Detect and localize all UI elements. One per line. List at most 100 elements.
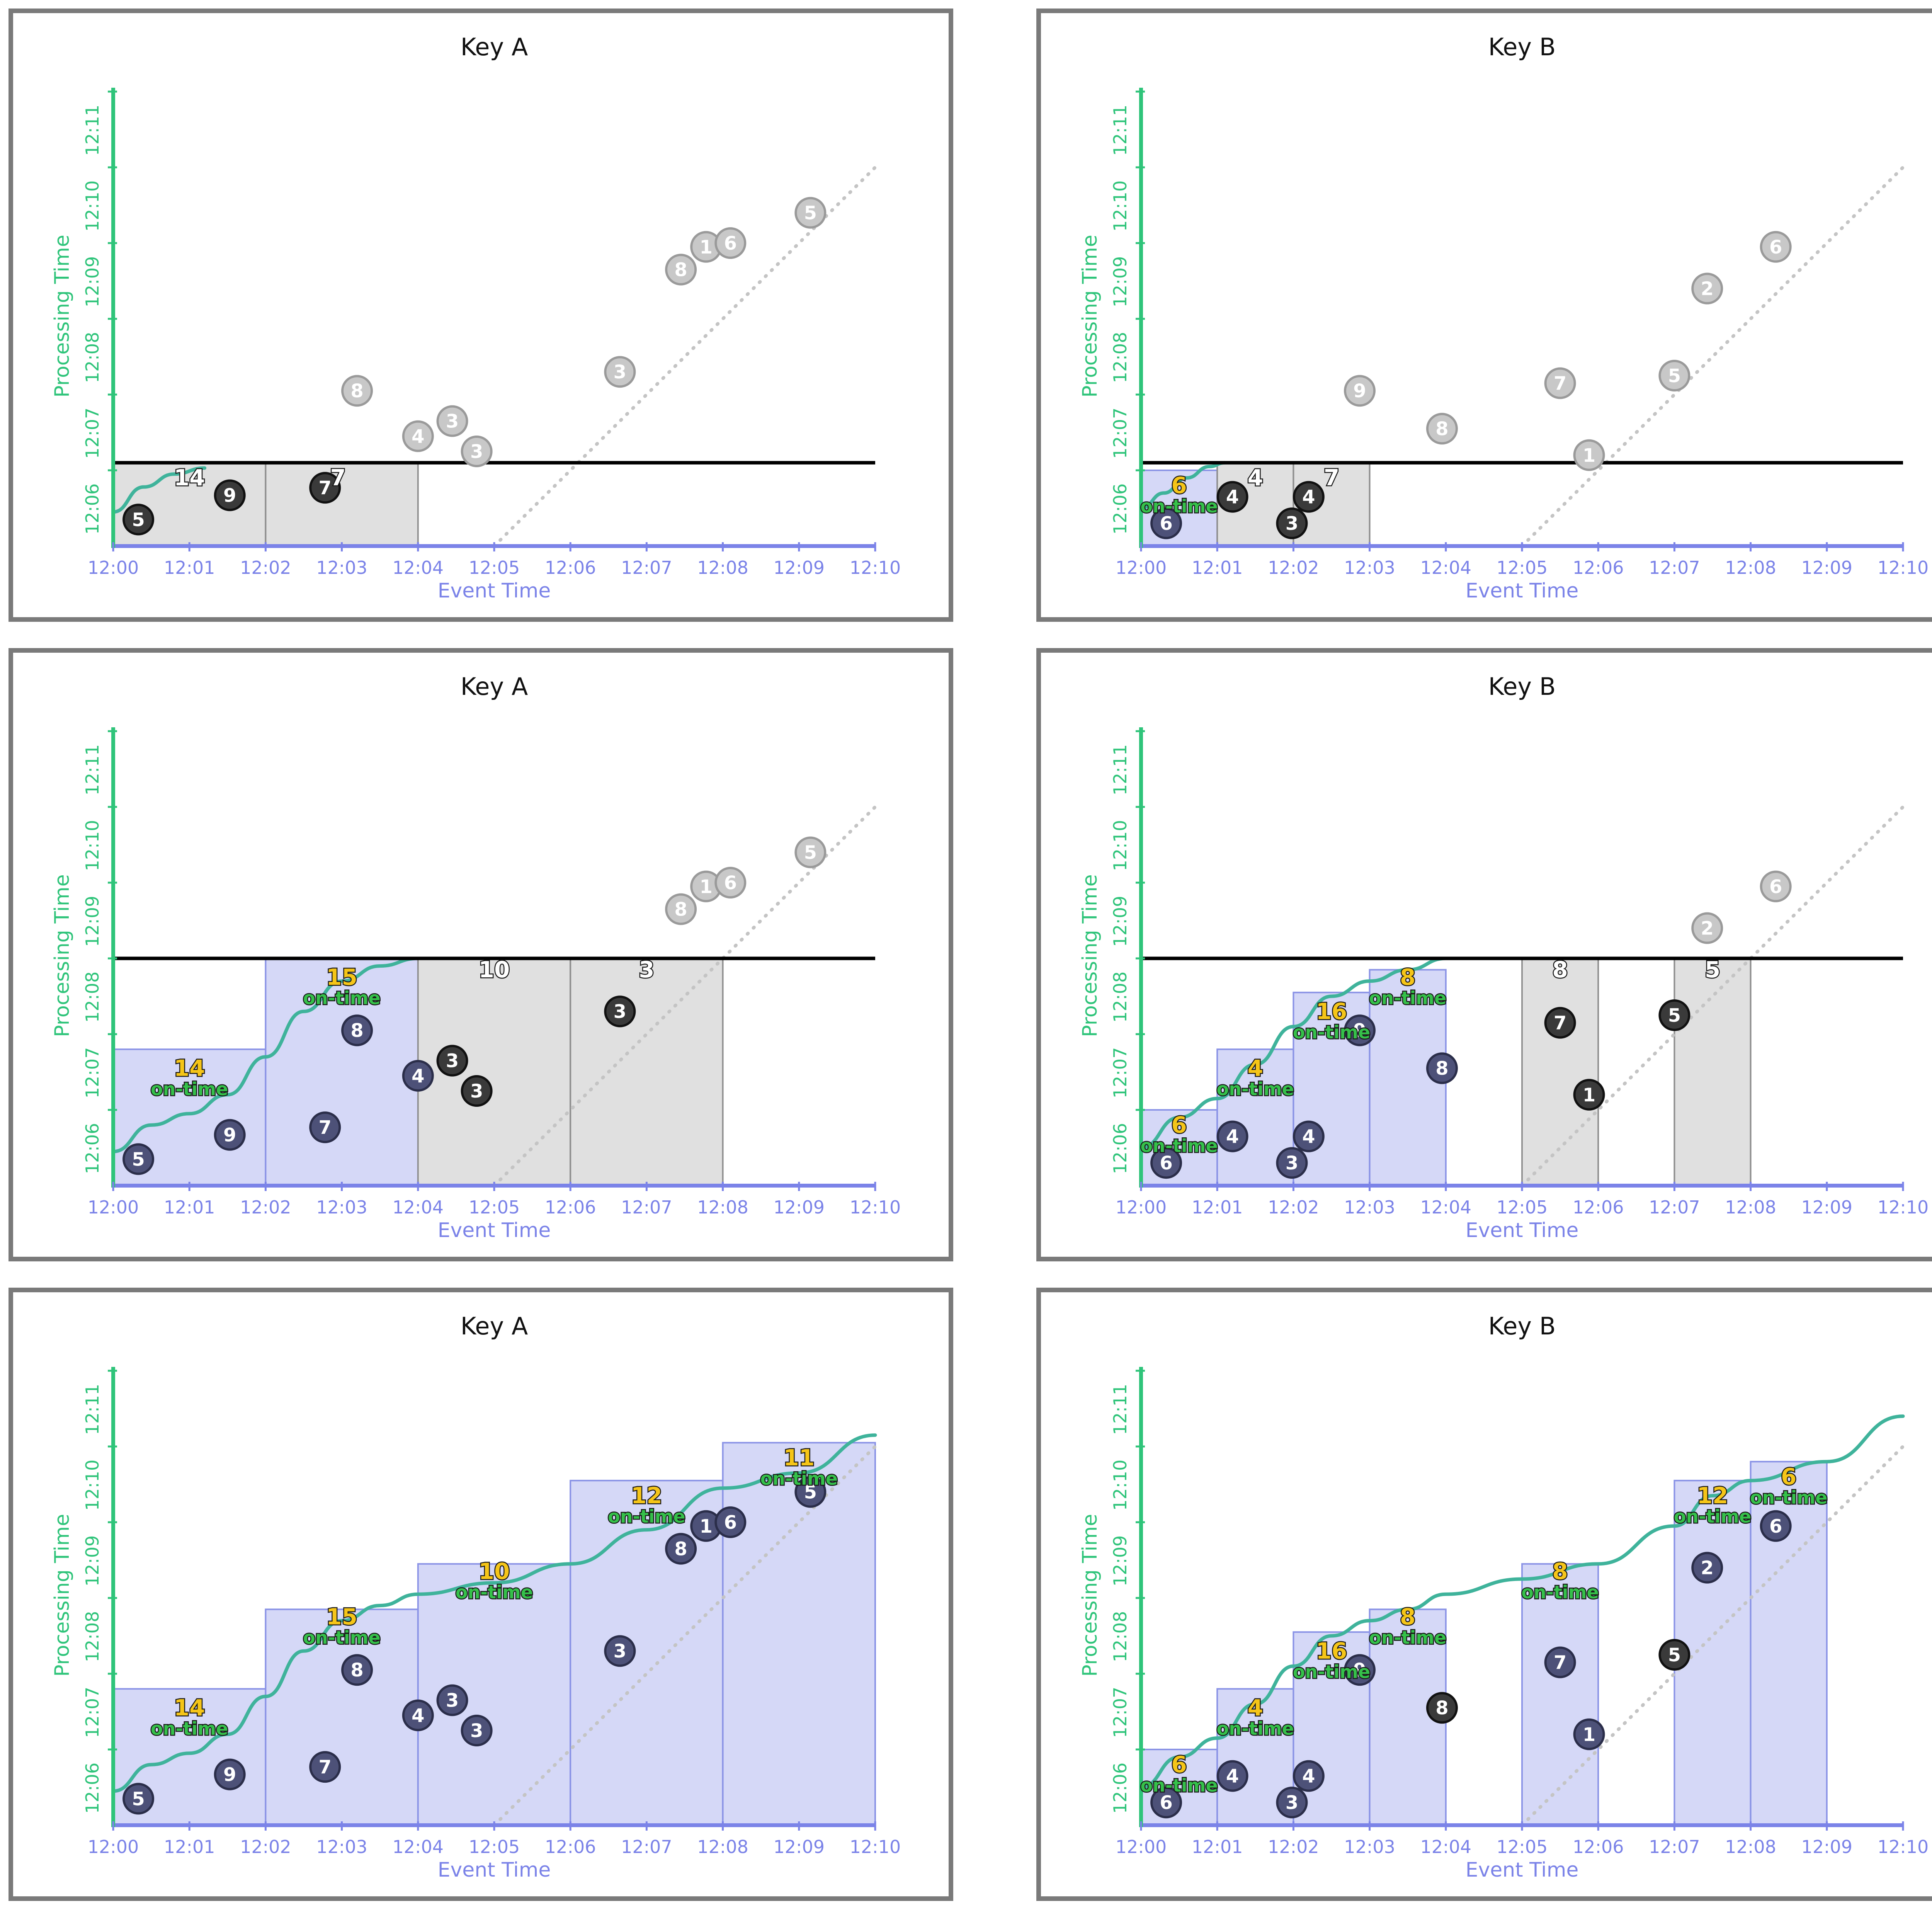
x-tick-label: 12:06 bbox=[545, 1197, 596, 1218]
y-tick-label: 12:07 bbox=[1110, 408, 1131, 459]
pane-result-label: 3 bbox=[639, 956, 654, 983]
x-tick-label: 12:01 bbox=[1192, 557, 1243, 578]
pane-timing-label: on-time bbox=[151, 1718, 228, 1739]
pane-timing-label: on-time bbox=[1369, 1627, 1446, 1648]
x-axis-title: Event Time bbox=[1466, 579, 1579, 602]
window-pane bbox=[265, 958, 419, 1186]
data-point-label: 8 bbox=[674, 899, 687, 921]
y-tick-label: 12:07 bbox=[1110, 1687, 1131, 1738]
y-tick-label: 12:08 bbox=[1110, 972, 1131, 1023]
data-point-label: 8 bbox=[1435, 1058, 1448, 1079]
window-pane bbox=[1673, 958, 1752, 1186]
x-tick-label: 12:03 bbox=[316, 1197, 367, 1218]
x-tick-label: 12:09 bbox=[774, 1197, 825, 1218]
y-axis-title: Processing Time bbox=[51, 1514, 74, 1676]
watermark-curve bbox=[1139, 956, 1448, 1150]
x-tick-label: 12:01 bbox=[164, 1197, 215, 1218]
watermark-curve bbox=[111, 1433, 877, 1793]
pane-result-label: 12 bbox=[1697, 1482, 1728, 1509]
data-point bbox=[1344, 1654, 1376, 1686]
x-tick-label: 12:09 bbox=[1801, 1197, 1853, 1218]
pane-result-label: 6 bbox=[1171, 472, 1187, 499]
data-point bbox=[1293, 1760, 1325, 1792]
data-point bbox=[402, 1060, 434, 1092]
pane-timing-label: on-time bbox=[1217, 1079, 1294, 1099]
data-point-label: 5 bbox=[1668, 365, 1681, 387]
data-point-label: 8 bbox=[674, 1538, 687, 1560]
data-point-label: 1 bbox=[700, 237, 713, 258]
data-point bbox=[402, 420, 434, 452]
data-point bbox=[1658, 999, 1690, 1031]
data-point bbox=[1150, 507, 1182, 539]
data-point bbox=[604, 995, 636, 1028]
watermark-curve bbox=[1139, 461, 1227, 510]
data-point bbox=[436, 1045, 468, 1077]
chart-title: Key B bbox=[1488, 33, 1556, 61]
pane-result-label: 16 bbox=[1316, 998, 1347, 1024]
data-point-label: 4 bbox=[1226, 487, 1239, 508]
data-point-label: 5 bbox=[132, 509, 145, 531]
x-tick-label: 12:04 bbox=[393, 557, 444, 578]
x-tick-label: 12:06 bbox=[1573, 1836, 1624, 1857]
x-tick-label: 12:02 bbox=[1268, 557, 1319, 578]
data-point bbox=[714, 1506, 747, 1538]
data-point-label: 5 bbox=[804, 203, 817, 224]
y-axis-title: Processing Time bbox=[51, 874, 74, 1037]
chart-panel: Key A 12:00 12:01 12:02 12:03 12:04 12:05 12:06… bbox=[9, 1288, 953, 1901]
x-tick-label: 12:08 bbox=[697, 1197, 748, 1218]
chart-panel: Key B 12:00 12:01 12:02 12:03 12:04 12:05 12:06… bbox=[1036, 9, 1932, 622]
x-tick-label: 12:02 bbox=[1268, 1836, 1319, 1857]
x-tick-label: 12:04 bbox=[1420, 1197, 1472, 1218]
x-tick-label: 12:08 bbox=[1725, 1197, 1776, 1218]
pane-result-label: 6 bbox=[1171, 1112, 1187, 1138]
y-axis-title: Processing Time bbox=[51, 235, 74, 397]
x-tick-label: 12:05 bbox=[1497, 557, 1548, 578]
y-axis-title: Processing Time bbox=[1078, 235, 1102, 397]
y-tick-label: 12:11 bbox=[1110, 744, 1131, 796]
x-tick-label: 12:10 bbox=[850, 1836, 901, 1857]
y-tick-label: 12:11 bbox=[1110, 105, 1131, 156]
x-tick-label: 12:09 bbox=[1801, 557, 1853, 578]
data-point bbox=[122, 1143, 155, 1175]
pane-result-label: 6 bbox=[1781, 1463, 1796, 1490]
data-point-label: 6 bbox=[1769, 237, 1782, 258]
x-axis-title: Event Time bbox=[438, 579, 551, 602]
pane-timing-label: on-time bbox=[1140, 1775, 1218, 1796]
x-tick-label: 12:02 bbox=[1268, 1197, 1319, 1218]
x-tick-label: 12:02 bbox=[240, 1836, 291, 1857]
pane-result-label: 7 bbox=[1324, 465, 1339, 491]
window-pane bbox=[1140, 1749, 1218, 1826]
data-point bbox=[1544, 367, 1576, 399]
x-axis-title: Event Time bbox=[438, 1858, 551, 1882]
data-point-label: 3 bbox=[470, 1081, 483, 1102]
data-point-label: 5 bbox=[1668, 1005, 1681, 1026]
x-tick-label: 12:10 bbox=[850, 1197, 901, 1218]
x-tick-label: 12:09 bbox=[774, 1836, 825, 1857]
window-pane bbox=[1750, 1461, 1828, 1826]
y-tick-label: 12:08 bbox=[82, 1611, 103, 1663]
data-point bbox=[341, 375, 373, 407]
data-point-label: 6 bbox=[1160, 1152, 1172, 1174]
x-tick-label: 12:10 bbox=[1878, 1197, 1929, 1218]
data-point bbox=[1216, 1760, 1248, 1792]
data-point bbox=[1150, 1147, 1182, 1179]
data-point bbox=[1344, 1014, 1376, 1047]
data-point bbox=[341, 1654, 373, 1686]
x-tick-label: 12:05 bbox=[1497, 1836, 1548, 1857]
data-point bbox=[794, 836, 827, 868]
pane-result-label: 6 bbox=[1171, 1751, 1187, 1778]
x-tick-label: 12:04 bbox=[1420, 1836, 1472, 1857]
x-tick-label: 12:08 bbox=[1725, 557, 1776, 578]
y-tick-label: 12:11 bbox=[82, 744, 103, 796]
data-point-label: 8 bbox=[350, 1659, 363, 1681]
pane-result-label: 14 bbox=[174, 1695, 205, 1721]
x-tick-label: 12:10 bbox=[1878, 557, 1929, 578]
x-tick-label: 12:06 bbox=[1573, 1197, 1624, 1218]
data-point-label: 3 bbox=[470, 1720, 483, 1742]
x-tick-label: 12:07 bbox=[1649, 1197, 1700, 1218]
data-point-label: 8 bbox=[674, 259, 687, 281]
pane-timing-label: on-time bbox=[1521, 1582, 1599, 1603]
pane-timing-label: on-time bbox=[456, 1582, 533, 1603]
pane-result-label: 14 bbox=[174, 465, 205, 491]
pane-result-label: 7 bbox=[330, 465, 346, 491]
